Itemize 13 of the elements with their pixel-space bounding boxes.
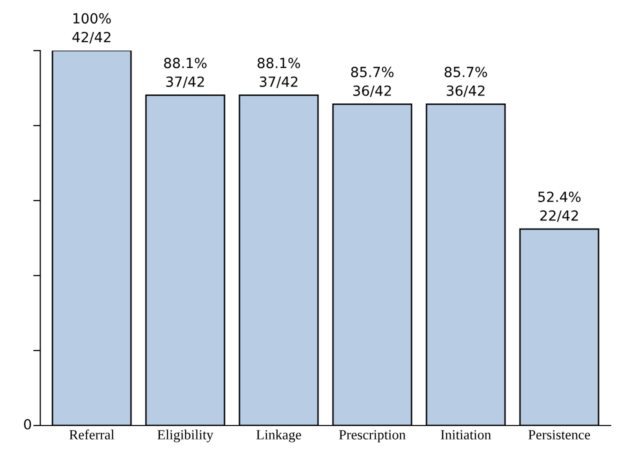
data-label: 88.1% 37/42 [258,58,300,88]
text: 0 [24,419,32,430]
x-tick-label: Persistence [528,430,590,440]
x-tick-label: Initiation [440,430,492,440]
data-label: 100% 42/42 [72,13,111,44]
x-tick-label: Eligibility [157,430,214,442]
x-tick-label: Referral [69,430,114,440]
data-label: 85.7% 36/42 [444,66,488,98]
x-tick-label: Prescription [339,430,406,442]
data-label: 88.1% 37/42 [164,58,207,88]
x-tick-label: Linkage [256,430,302,442]
data-label: 85.7% 36/42 [351,66,394,98]
data-label: 52.4% 22/42 [538,192,581,222]
